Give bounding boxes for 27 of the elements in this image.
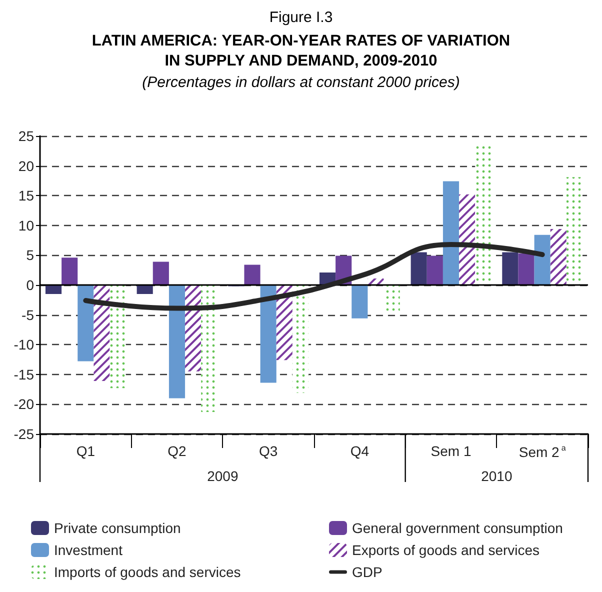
legend-label: Investment [54,542,123,558]
x-tick-label: Q1 [76,443,96,459]
chart-subtitle: (Percentages in dollars at constant 2000 prices) [142,74,460,91]
x-tick-label: Q4 [350,443,370,459]
text: 2010 [481,468,512,484]
y-tick-label: -25 [14,426,34,442]
x-tick-label: Q2 [168,443,187,459]
y-tick-label: 5 [26,247,34,264]
y-tick-label: 0 [26,277,34,293]
text: Figure I.3 [269,9,333,26]
y-tick-label: 10 [18,217,34,234]
y-tick-label: -5 [22,306,34,323]
y-tick-label: 25 [18,128,34,144]
y-tick-label: -15 [14,366,34,382]
y-tick-label: 20 [18,158,34,174]
legend-label: Exports of goods and services [352,542,540,558]
x-tick-label: Q3 [258,443,278,459]
y-tick-label: 15 [18,188,34,204]
y-tick-label: -10 [14,336,34,353]
y-tick-label: -20 [14,396,34,412]
legend-label: GDP [352,564,382,580]
legend-label: Imports of goods and services [54,564,241,580]
chart-title: LATIN AMERICA: YEAR-ON-YEAR RATES OF VARIATION IN SUPPLY AND DEMAND, 2009-2010 [92,32,510,70]
x-tick-label: Sem 1 [430,443,472,459]
text: 2009 [207,468,238,484]
legend-label: Private consumption [54,520,181,536]
legend-label: General government consumption [352,520,563,536]
